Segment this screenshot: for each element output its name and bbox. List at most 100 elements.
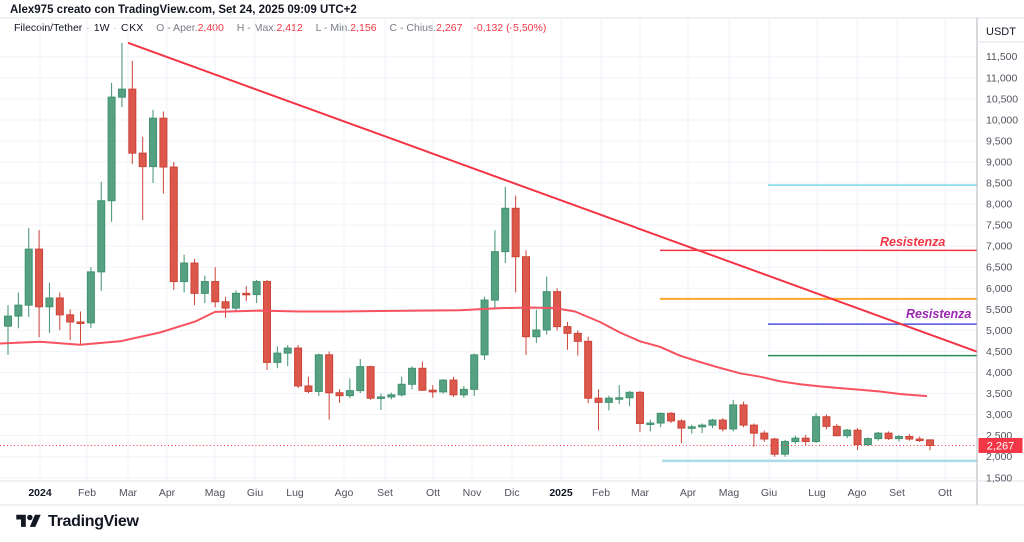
candle-body — [656, 412, 665, 424]
candle-body — [646, 422, 655, 426]
candle-body — [781, 441, 789, 455]
time-tick-label[interactable]: Apr — [159, 487, 176, 499]
price-tick-label[interactable]: 10,500 — [986, 93, 1018, 105]
candle-body — [563, 326, 572, 334]
interval-label: 1W — [93, 22, 110, 34]
candle-body — [221, 301, 230, 309]
time-tick-label[interactable]: Ago — [335, 487, 354, 499]
candle-body — [791, 437, 800, 443]
candle-body — [439, 379, 448, 393]
price-tick-label[interactable]: 3,500 — [986, 388, 1012, 400]
change-value: -0,132 (-5,50%) — [473, 22, 547, 34]
candle-body — [760, 432, 769, 440]
candle-body — [200, 281, 209, 294]
price-tick-label[interactable]: 3,000 — [986, 409, 1012, 421]
price-tick-label[interactable]: 6,000 — [986, 283, 1012, 295]
price-tick-label[interactable]: 5,000 — [986, 325, 1012, 337]
candle-body — [117, 88, 126, 98]
candle-body — [770, 438, 779, 455]
candle-body — [501, 207, 510, 253]
price-tick-label[interactable]: 11,000 — [986, 72, 1017, 84]
time-tick-label[interactable]: 2024 — [28, 487, 52, 499]
candle-body — [242, 292, 251, 296]
candle-body — [625, 391, 634, 399]
candle-body — [635, 391, 644, 424]
time-tick-label[interactable]: Dic — [504, 487, 519, 499]
tradingview-logo[interactable]: TradingView — [16, 512, 139, 531]
candle-body — [159, 117, 168, 168]
time-tick-label[interactable]: Feb — [78, 487, 96, 499]
time-tick-label[interactable]: Giu — [761, 487, 778, 499]
candle-body — [718, 419, 727, 430]
price-tick-label[interactable]: 4,000 — [986, 367, 1012, 379]
time-tick-label[interactable]: Set — [377, 487, 393, 499]
open-value: 2,400 — [197, 22, 224, 34]
price-tick-label[interactable]: 9,000 — [986, 156, 1012, 168]
candle-body — [304, 385, 313, 392]
last-price-badge — [978, 437, 1023, 453]
descending-trendline[interactable] — [127, 41, 978, 353]
price-tick-label[interactable]: 7,500 — [986, 220, 1012, 232]
candle-body — [128, 88, 137, 154]
candle-body — [594, 397, 603, 403]
time-tick-label[interactable]: Ott — [938, 487, 952, 499]
candle-body — [55, 297, 64, 316]
moving-average-line[interactable] — [0, 306, 928, 398]
time-tick-label[interactable]: Mar — [631, 487, 650, 499]
time-tick-label[interactable]: Apr — [680, 487, 697, 499]
close-value: 2,267 — [436, 22, 463, 34]
candle-body — [376, 396, 385, 399]
time-tick-label[interactable]: Nov — [463, 487, 482, 499]
time-tick-label[interactable]: Lug — [808, 487, 826, 499]
resistance-label[interactable]: Resistenza — [880, 235, 946, 249]
symbol-legend[interactable]: Filecoin/Tether · 1W · OKX O - Aper.2,400 H … — [14, 22, 546, 34]
legend-separator: · — [86, 22, 90, 34]
time-tick-label[interactable]: Mag — [719, 487, 740, 499]
candle-body — [252, 281, 261, 296]
price-tick-label[interactable]: 8,000 — [986, 199, 1012, 211]
candle-body — [356, 366, 365, 392]
candle-body — [190, 262, 199, 294]
price-tick-label[interactable]: 5,500 — [986, 304, 1012, 316]
candle-body — [107, 96, 116, 202]
candle-body — [283, 347, 292, 354]
time-tick-label[interactable]: Set — [889, 487, 905, 499]
candle-body — [832, 425, 841, 437]
candle-body — [708, 419, 717, 426]
candle-body — [749, 424, 758, 434]
low-value: 2,156 — [350, 22, 377, 34]
time-tick-label[interactable]: Ott — [426, 487, 440, 499]
candle-body — [584, 340, 593, 399]
time-tick-label[interactable]: 2025 — [549, 487, 573, 499]
candle-body — [149, 117, 158, 168]
candle-body — [180, 262, 189, 283]
time-tick-label[interactable]: Mag — [205, 487, 226, 499]
price-tick-label[interactable]: 9,500 — [986, 135, 1012, 147]
price-tick-label[interactable]: 6,500 — [986, 262, 1012, 274]
candle-body — [294, 347, 303, 387]
candle-body — [801, 437, 810, 443]
resistance-label[interactable]: Resistenza — [906, 307, 972, 321]
exchange-label: OKX — [121, 22, 144, 34]
price-tick-label[interactable]: 1,500 — [986, 472, 1012, 484]
price-tick-label[interactable]: 8,500 — [986, 178, 1012, 190]
candle-body — [418, 367, 427, 391]
time-tick-label[interactable]: Giu — [247, 487, 264, 499]
candle-body — [76, 321, 85, 324]
price-tick-label[interactable]: 2,000 — [986, 451, 1012, 463]
time-tick-label[interactable]: Ago — [848, 487, 867, 499]
candle-body — [66, 314, 75, 323]
time-tick-label[interactable]: Mar — [119, 487, 138, 499]
price-tick-label[interactable]: 7,000 — [986, 241, 1012, 253]
candle-body — [231, 292, 240, 309]
price-tick-label[interactable]: 10,000 — [986, 114, 1018, 126]
time-tick-label[interactable]: Lug — [286, 487, 304, 499]
candle-body — [14, 304, 23, 317]
price-tick-label[interactable]: 11,500 — [986, 51, 1017, 63]
candle-body — [905, 436, 914, 440]
price-tick-label[interactable]: 4,500 — [986, 346, 1012, 358]
tradingview-logo-text: TradingView — [48, 512, 139, 530]
time-tick-label[interactable]: Feb — [592, 487, 610, 499]
symbol-name: Filecoin/Tether — [14, 22, 83, 34]
